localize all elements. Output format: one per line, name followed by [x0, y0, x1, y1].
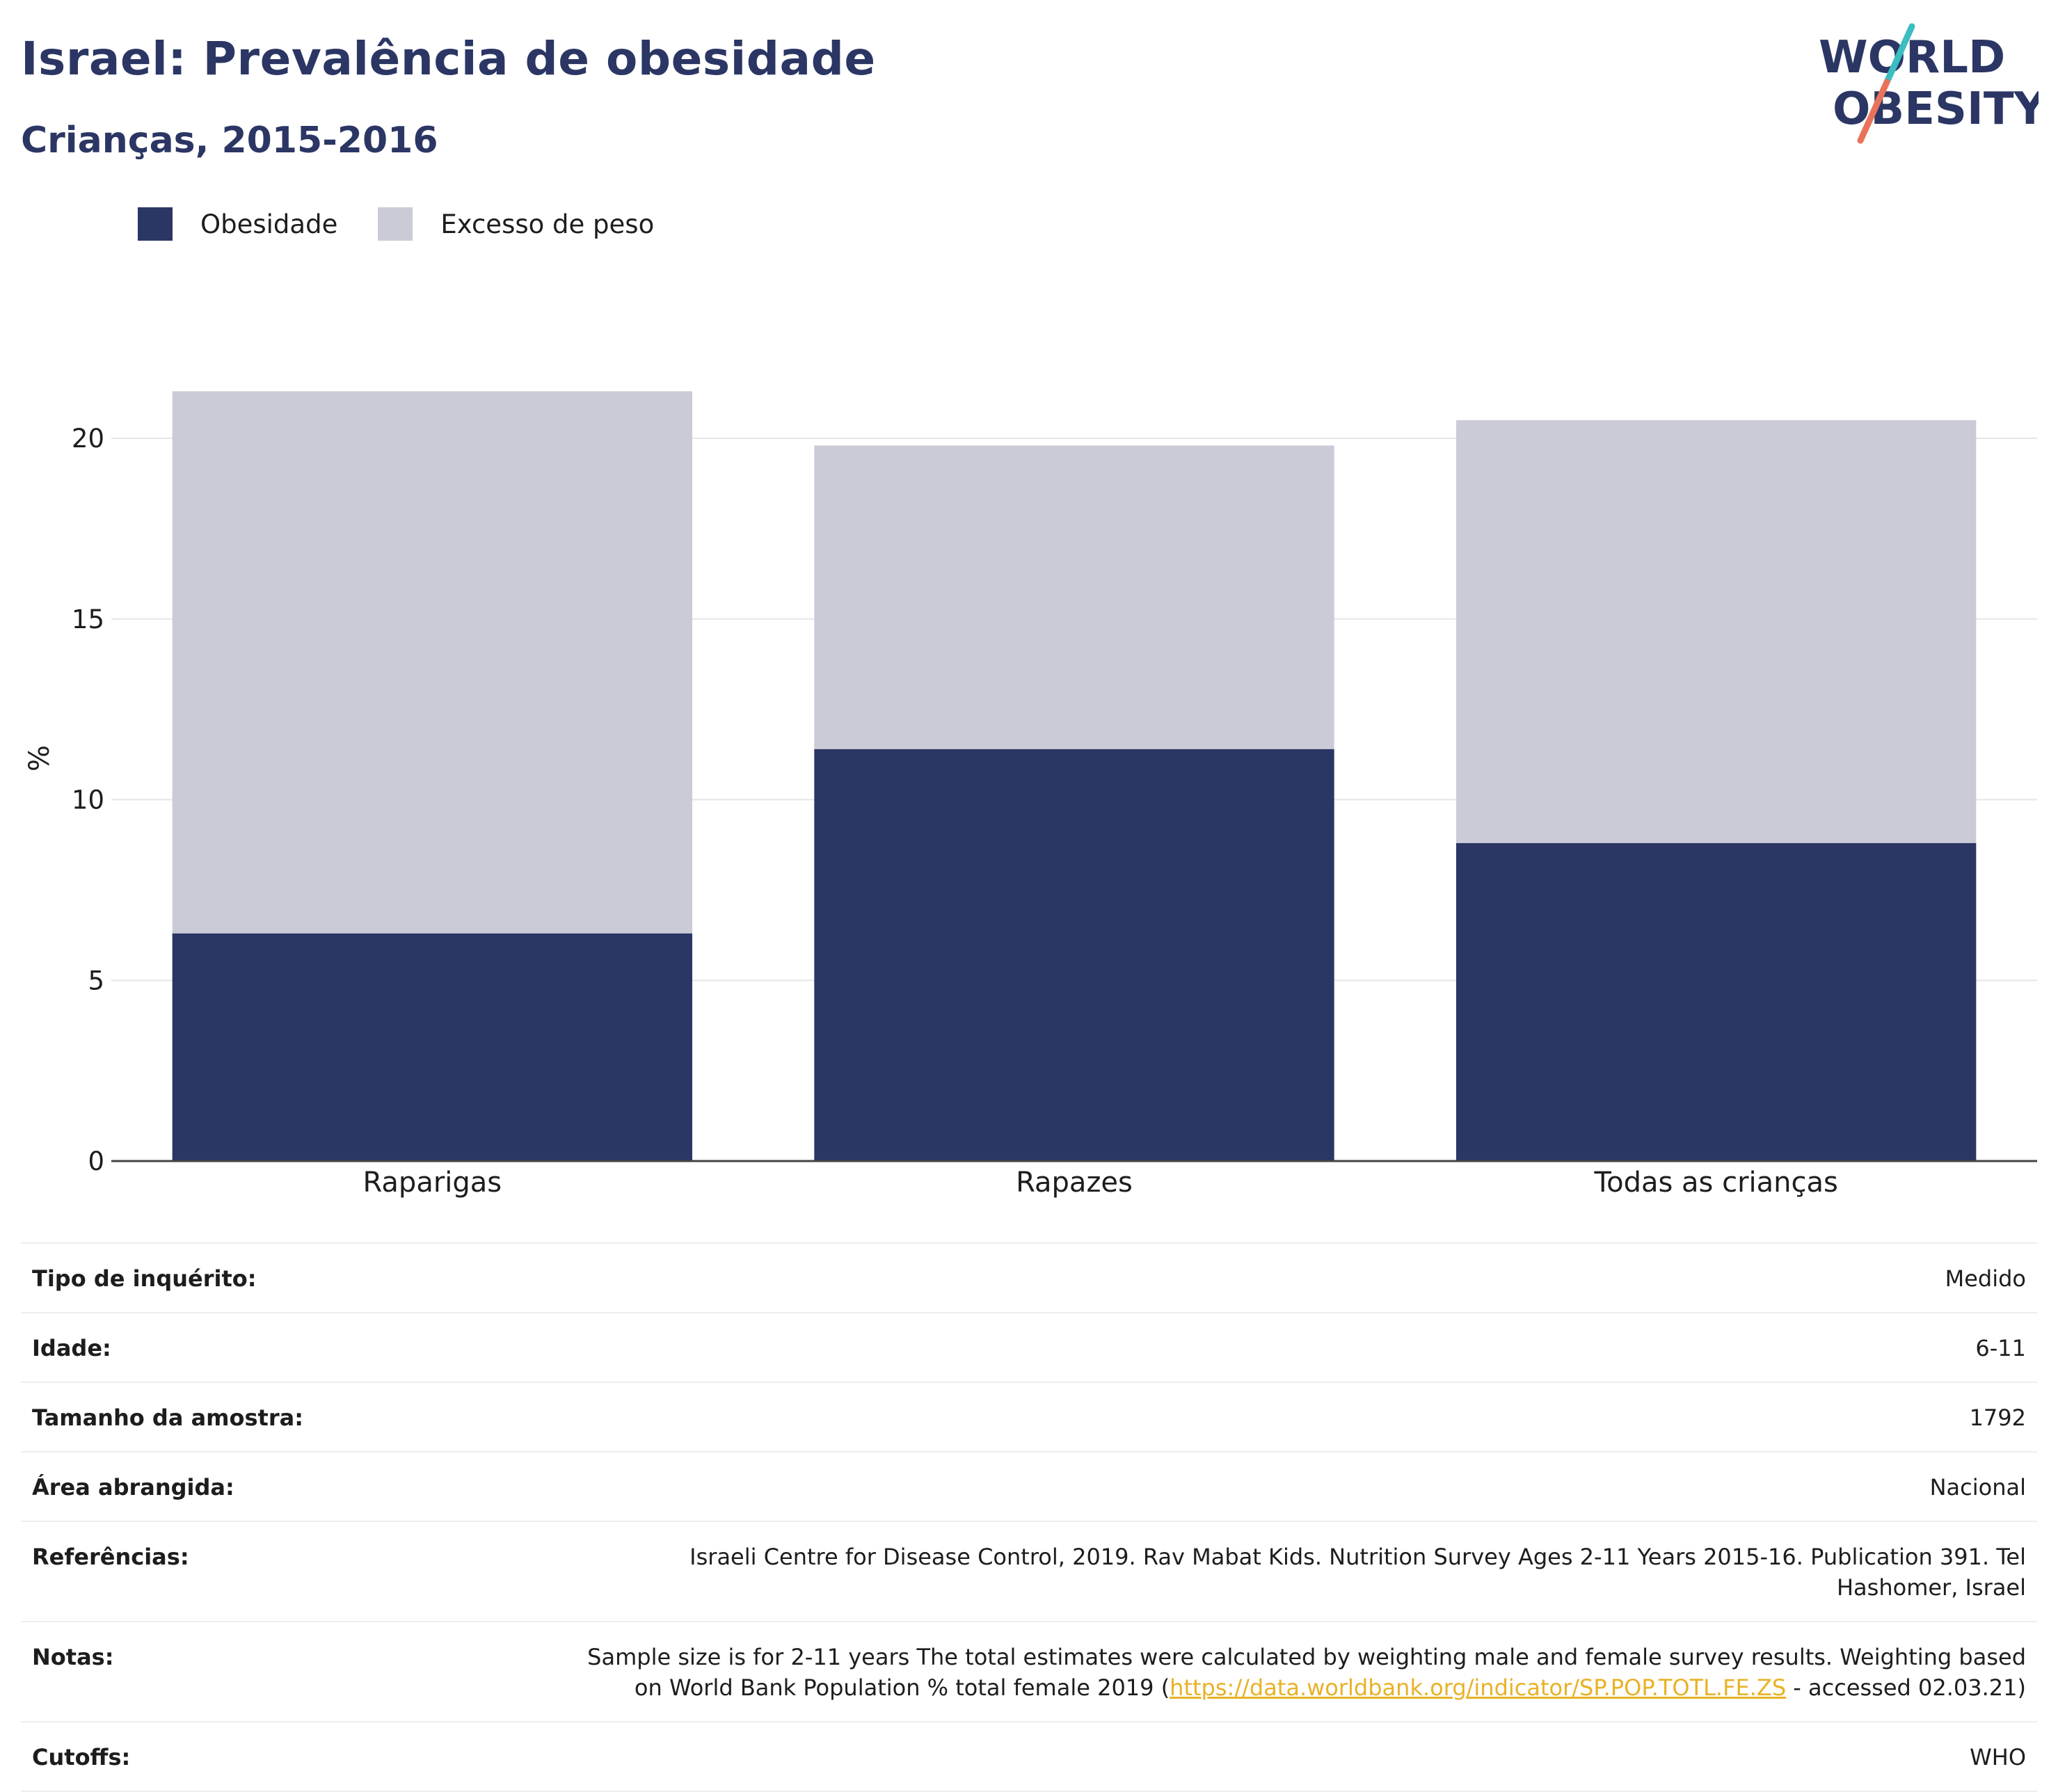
- logo-slash-coral: [1857, 79, 1890, 144]
- y-tick-label: 20: [72, 424, 104, 454]
- bar-obesity: [172, 933, 693, 1161]
- chart-legend: Obesidade Excesso de peso: [138, 207, 694, 241]
- info-value: 6-11: [1975, 1335, 2026, 1361]
- chart-title: Israel: Prevalência de obesidade: [21, 32, 876, 86]
- notes-text-post: - accessed 02.03.21): [1786, 1674, 2026, 1701]
- bar-obesity: [1455, 842, 1977, 1161]
- info-row-area: Área abrangida: Nacional: [21, 1453, 2037, 1522]
- y-tick-label: 10: [72, 785, 104, 815]
- info-value: Medido: [1945, 1265, 2026, 1292]
- info-value: WHO: [1970, 1744, 2026, 1770]
- bar-overweight: [172, 391, 693, 934]
- chart-subtitle: Crianças, 2015-2016: [21, 120, 438, 161]
- y-axis-label: %: [24, 745, 56, 771]
- bar-overweight: [814, 445, 1334, 749]
- legend-swatch-overweight: [378, 207, 413, 241]
- legend-item-obesity: Obesidade: [138, 207, 337, 241]
- info-label: Referências:: [32, 1544, 189, 1570]
- info-value: Nacional: [1929, 1474, 2026, 1501]
- info-row-survey-type: Tipo de inquérito: Medido: [21, 1244, 2037, 1313]
- info-label: Idade:: [32, 1335, 111, 1361]
- x-tick-label: Todas as crianças: [1593, 1167, 1837, 1199]
- bar-obesity: [814, 749, 1334, 1161]
- info-value: Israeli Centre for Disease Control, 2019…: [689, 1544, 2026, 1601]
- legend-label-overweight: Excesso de peso: [440, 209, 655, 239]
- info-label: Notas:: [32, 1644, 114, 1670]
- legend-item-overweight: Excesso de peso: [378, 207, 654, 241]
- y-tick-label: 0: [88, 1146, 104, 1176]
- logo-line1: WORLD: [1819, 32, 2005, 83]
- x-tick-label: Raparigas: [363, 1167, 502, 1199]
- info-label: Tipo de inquérito:: [32, 1265, 257, 1292]
- legend-label-obesity: Obesidade: [200, 209, 338, 239]
- logo-slash-teal: [1883, 23, 1915, 86]
- info-row-references: Referências: Israeli Centre for Disease …: [21, 1522, 2037, 1622]
- bar-chart: 0 5 10 15 20% Raparigas Rapazes Todas as crianç…: [24, 391, 2037, 1199]
- info-label: Área abrangida:: [32, 1474, 234, 1501]
- info-label: Cutoffs:: [32, 1744, 131, 1770]
- notes-text-pre: Sample size is for 2-11 years The total …: [587, 1644, 2026, 1701]
- x-tick-label: Rapazes: [1016, 1167, 1133, 1199]
- info-value-notes: Sample size is for 2-11 years The total …: [565, 1642, 2026, 1703]
- info-row-cutoffs: Cutoffs: WHO: [21, 1722, 2037, 1792]
- info-row-age: Idade: 6-11: [21, 1313, 2037, 1383]
- y-tick-label: 15: [72, 605, 104, 634]
- bar-overweight: [1455, 420, 1977, 843]
- info-row-sample-size: Tamanho da amostra: 1792: [21, 1383, 2037, 1453]
- survey-info-table: Tipo de inquérito: Medido Idade: 6-11 Ta…: [21, 1242, 2037, 1792]
- world-obesity-logo: WORLD OBESITY: [1819, 23, 2039, 144]
- info-label: Tamanho da amostra:: [32, 1405, 303, 1431]
- info-value: 1792: [1969, 1405, 2026, 1431]
- info-row-notes: Notas: Sample size is for 2-11 years The…: [21, 1622, 2037, 1722]
- worldbank-link[interactable]: https://data.worldbank.org/indicator/SP.…: [1170, 1674, 1787, 1701]
- y-tick-label: 5: [88, 966, 104, 995]
- legend-swatch-obesity: [138, 207, 173, 241]
